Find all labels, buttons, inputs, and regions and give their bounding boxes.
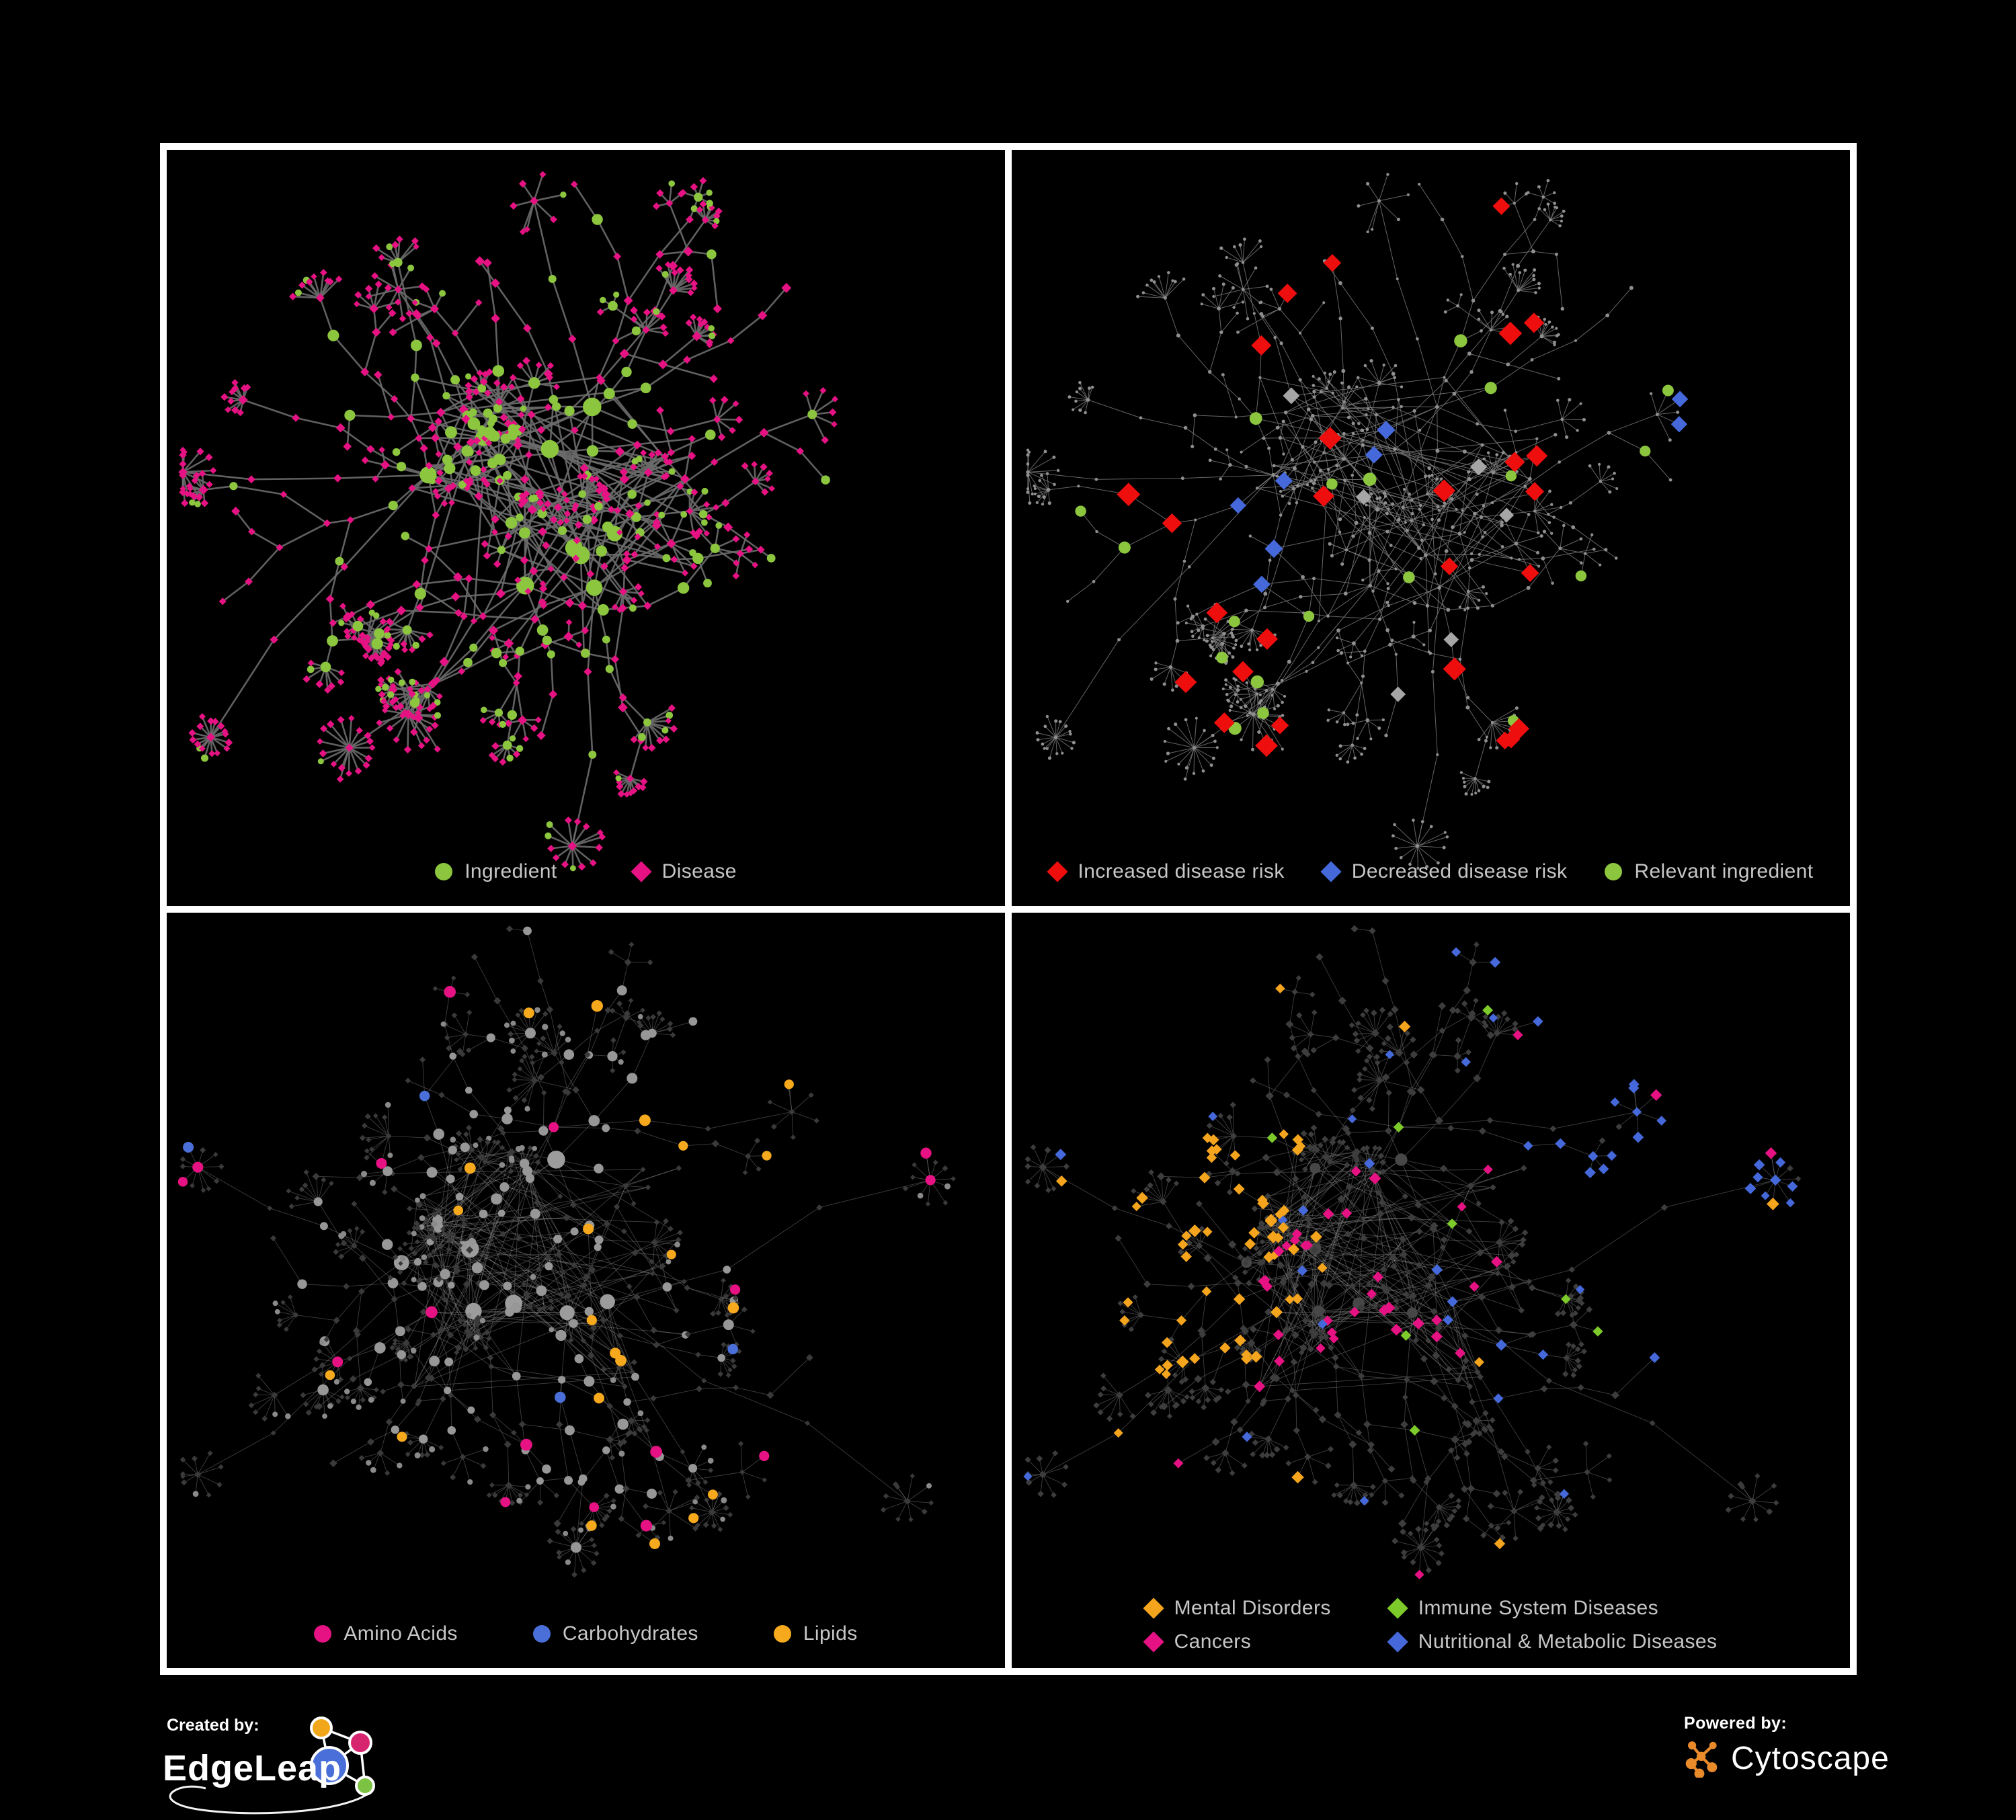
edgeleap-node-pink xyxy=(350,1732,371,1753)
legend-label: Carbohydrates xyxy=(563,1622,698,1645)
created-by-label: Created by: xyxy=(167,1716,259,1735)
edgeleap-logo-svg: Created by: EdgeLeap xyxy=(160,1709,389,1817)
legend-label: Nutritional & Metabolic Diseases xyxy=(1418,1630,1718,1653)
panel-nutrient-classes: Amino Acids Carbohydrates Lipids xyxy=(167,913,1005,1669)
mental-disorders-diamond-icon xyxy=(1143,1598,1164,1618)
cytoscape-wordmark: Cytoscape xyxy=(1731,1740,1890,1777)
network-graph-ingredient-disease xyxy=(167,150,1005,906)
legend-label: Mental Disorders xyxy=(1174,1597,1331,1620)
powered-by-label: Powered by: xyxy=(1684,1714,1890,1733)
panel-disease-categories: Mental Disorders Immune System Diseases … xyxy=(1012,913,1850,1669)
cytoscape-logo: Powered by: Cytoscape xyxy=(1684,1714,1890,1778)
legend-item: Carbohydrates xyxy=(533,1622,698,1645)
edgeleap-node-green xyxy=(356,1777,374,1794)
network-graph-disease-categories xyxy=(1012,913,1850,1669)
legend-item: Nutritional & Metabolic Diseases xyxy=(1389,1630,1718,1653)
legend-disease-risk: Increased disease risk Decreased disease… xyxy=(1012,860,1850,883)
relevant-ingredient-circle-icon xyxy=(1605,863,1622,880)
edgeleap-node-orange xyxy=(311,1718,331,1738)
lipids-circle-icon xyxy=(774,1625,791,1643)
legend-ingredient-disease: Ingredient Disease xyxy=(167,860,1005,883)
cytoscape-row: Cytoscape xyxy=(1684,1739,1890,1778)
legend-item: Increased disease risk xyxy=(1049,860,1285,883)
legend-item: Disease xyxy=(633,860,737,883)
legend-nutrient-classes: Amino Acids Carbohydrates Lipids xyxy=(167,1622,1005,1645)
legend-item: Immune System Diseases xyxy=(1389,1597,1658,1620)
network-graph-disease-risk xyxy=(1012,150,1850,906)
legend-disease-categories: Mental Disorders Immune System Diseases … xyxy=(1145,1597,1718,1653)
disease-diamond-icon xyxy=(631,861,651,882)
edgeleap-wordmark: EdgeLeap xyxy=(163,1748,341,1788)
network-graph-nutrient-classes xyxy=(167,913,1005,1669)
legend-item: Ingredient xyxy=(435,860,557,883)
legend-label: Relevant ingredient xyxy=(1634,860,1813,883)
legend-label: Immune System Diseases xyxy=(1418,1597,1658,1620)
ingredient-circle-icon xyxy=(435,863,452,880)
legend-label: Cancers xyxy=(1174,1630,1252,1653)
immune-diseases-diamond-icon xyxy=(1387,1598,1408,1618)
increased-risk-diamond-icon xyxy=(1047,861,1067,882)
legend-label: Disease xyxy=(662,860,737,883)
figure-grid: Ingredient Disease Increased disease ris… xyxy=(160,143,1857,1675)
legend-item: Relevant ingredient xyxy=(1605,860,1813,883)
panel-disease-risk: Increased disease risk Decreased disease… xyxy=(1012,150,1850,906)
legend-item: Lipids xyxy=(774,1622,858,1645)
nutritional-metabolic-diamond-icon xyxy=(1387,1631,1408,1652)
amino-acids-circle-icon xyxy=(314,1625,331,1643)
legend-item: Mental Disorders xyxy=(1145,1597,1331,1620)
legend-label: Ingredient xyxy=(465,860,557,883)
panel-ingredient-disease: Ingredient Disease xyxy=(167,150,1005,906)
carbohydrates-circle-icon xyxy=(533,1625,551,1643)
legend-item: Amino Acids xyxy=(314,1622,457,1645)
cancers-diamond-icon xyxy=(1143,1631,1164,1652)
legend-label: Amino Acids xyxy=(344,1622,457,1645)
edgeleap-logo: Created by: EdgeLeap xyxy=(160,1709,389,1817)
cytoscape-glyph-icon xyxy=(1684,1739,1720,1778)
legend-label: Lipids xyxy=(803,1622,858,1645)
legend-item: Cancers xyxy=(1145,1630,1252,1653)
edgeleap-swoosh xyxy=(170,1786,374,1813)
legend-item: Decreased disease risk xyxy=(1322,860,1568,883)
legend-label: Decreased disease risk xyxy=(1352,860,1568,883)
legend-label: Increased disease risk xyxy=(1078,860,1285,883)
decreased-risk-diamond-icon xyxy=(1320,861,1341,882)
